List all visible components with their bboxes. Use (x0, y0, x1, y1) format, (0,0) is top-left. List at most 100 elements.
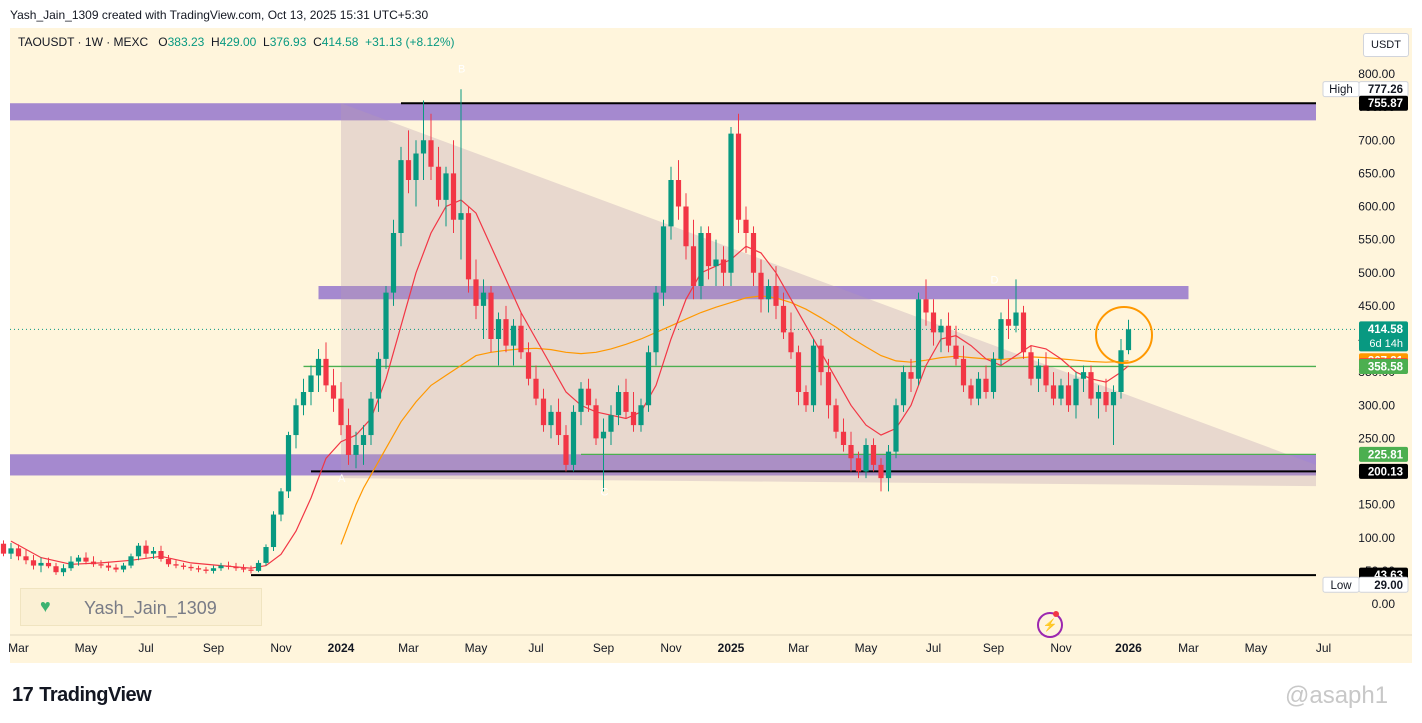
candle[interactable] (1035, 358, 1042, 392)
candle[interactable] (1050, 372, 1057, 406)
candle[interactable] (953, 325, 959, 366)
candle[interactable] (240, 564, 247, 573)
candle[interactable] (945, 312, 952, 353)
candle[interactable] (195, 565, 202, 573)
candle[interactable] (840, 418, 847, 452)
candle[interactable] (638, 398, 644, 432)
candle[interactable] (353, 431, 359, 469)
candle[interactable] (960, 345, 967, 392)
candle[interactable] (608, 405, 614, 445)
candle[interactable] (1088, 365, 1094, 406)
candle[interactable] (563, 425, 569, 472)
candle[interactable] (60, 564, 67, 577)
candle[interactable] (720, 246, 727, 286)
candle[interactable] (435, 146, 442, 207)
price-label-last[interactable]: 414.58 6d 14h (1359, 321, 1408, 352)
candle[interactable] (105, 561, 112, 571)
candle[interactable] (893, 398, 899, 459)
price-label-level-225[interactable]: 225.81 (1359, 446, 1408, 462)
candle[interactable] (488, 286, 494, 353)
candle[interactable] (1118, 339, 1124, 399)
candle[interactable] (968, 378, 974, 406)
candle[interactable] (570, 405, 577, 472)
candle[interactable] (1073, 372, 1079, 419)
candle[interactable] (1058, 378, 1064, 406)
candle[interactable] (270, 511, 277, 551)
candle[interactable] (203, 566, 209, 574)
candle[interactable] (443, 166, 449, 227)
candle[interactable] (0, 540, 7, 557)
candle[interactable] (540, 388, 547, 432)
candle[interactable] (113, 564, 119, 573)
candle[interactable] (578, 382, 584, 426)
candle[interactable] (1028, 345, 1034, 386)
candle[interactable] (173, 560, 179, 569)
candle[interactable] (825, 358, 832, 419)
candle[interactable] (330, 368, 337, 412)
candle[interactable] (255, 560, 262, 573)
candle[interactable] (510, 319, 517, 366)
candle[interactable] (53, 562, 59, 575)
candle[interactable] (248, 565, 254, 574)
candle[interactable] (915, 292, 922, 386)
candle[interactable] (30, 554, 37, 570)
candle[interactable] (1043, 352, 1049, 392)
candle[interactable] (135, 543, 142, 561)
candle[interactable] (1125, 319, 1132, 355)
candle[interactable] (983, 365, 989, 399)
chart-area[interactable] (10, 28, 1412, 663)
candle[interactable] (1005, 299, 1012, 339)
candle[interactable] (188, 564, 194, 571)
candle[interactable] (758, 259, 764, 313)
candle[interactable] (233, 562, 239, 571)
candle[interactable] (810, 339, 817, 412)
candle[interactable] (818, 339, 824, 386)
zone-bottom[interactable] (10, 454, 1316, 476)
candle[interactable] (420, 100, 427, 181)
candle[interactable] (698, 226, 704, 300)
candle[interactable] (885, 445, 892, 492)
candle[interactable] (83, 552, 89, 565)
candle[interactable] (623, 378, 629, 419)
candle[interactable] (630, 392, 637, 432)
candle[interactable] (863, 438, 869, 479)
candle[interactable] (360, 425, 367, 465)
ma-slow-line[interactable] (340, 295, 1129, 545)
candle[interactable] (285, 431, 292, 498)
candle[interactable] (450, 140, 457, 233)
candle[interactable] (1103, 378, 1109, 412)
candle[interactable] (165, 554, 172, 567)
candle[interactable] (908, 358, 914, 392)
candle[interactable] (555, 398, 562, 445)
candle[interactable] (338, 382, 344, 436)
candle[interactable] (458, 89, 464, 260)
candle[interactable] (300, 378, 307, 416)
price-label-low[interactable]: 29.00 Low (1322, 576, 1409, 593)
price-label-level-358[interactable]: 358.58 (1359, 358, 1408, 374)
price-label-high[interactable]: 777.26 High (1322, 81, 1409, 98)
candle[interactable] (675, 160, 682, 220)
candle[interactable] (180, 562, 187, 570)
candle[interactable] (660, 219, 667, 306)
candle[interactable] (653, 286, 659, 366)
candle[interactable] (788, 312, 794, 359)
candle[interactable] (480, 279, 487, 339)
candle[interactable] (225, 561, 232, 570)
candle[interactable] (780, 292, 787, 339)
price-label-level-200[interactable]: 200.13 (1359, 463, 1408, 479)
candle[interactable] (1065, 372, 1072, 412)
candle[interactable] (98, 560, 104, 569)
candle[interactable] (390, 219, 397, 306)
candle[interactable] (158, 545, 164, 562)
lightning-icon[interactable]: ⚡ (1037, 612, 1063, 638)
candle[interactable] (1110, 385, 1117, 445)
candle[interactable] (1095, 385, 1102, 419)
candle[interactable] (878, 458, 884, 492)
candle[interactable] (525, 342, 532, 386)
tradingview-logo[interactable]: 17 TradingView (12, 684, 152, 707)
candle[interactable] (773, 266, 779, 320)
candle[interactable] (150, 547, 157, 559)
candle[interactable] (750, 226, 757, 286)
candle[interactable] (473, 259, 479, 320)
